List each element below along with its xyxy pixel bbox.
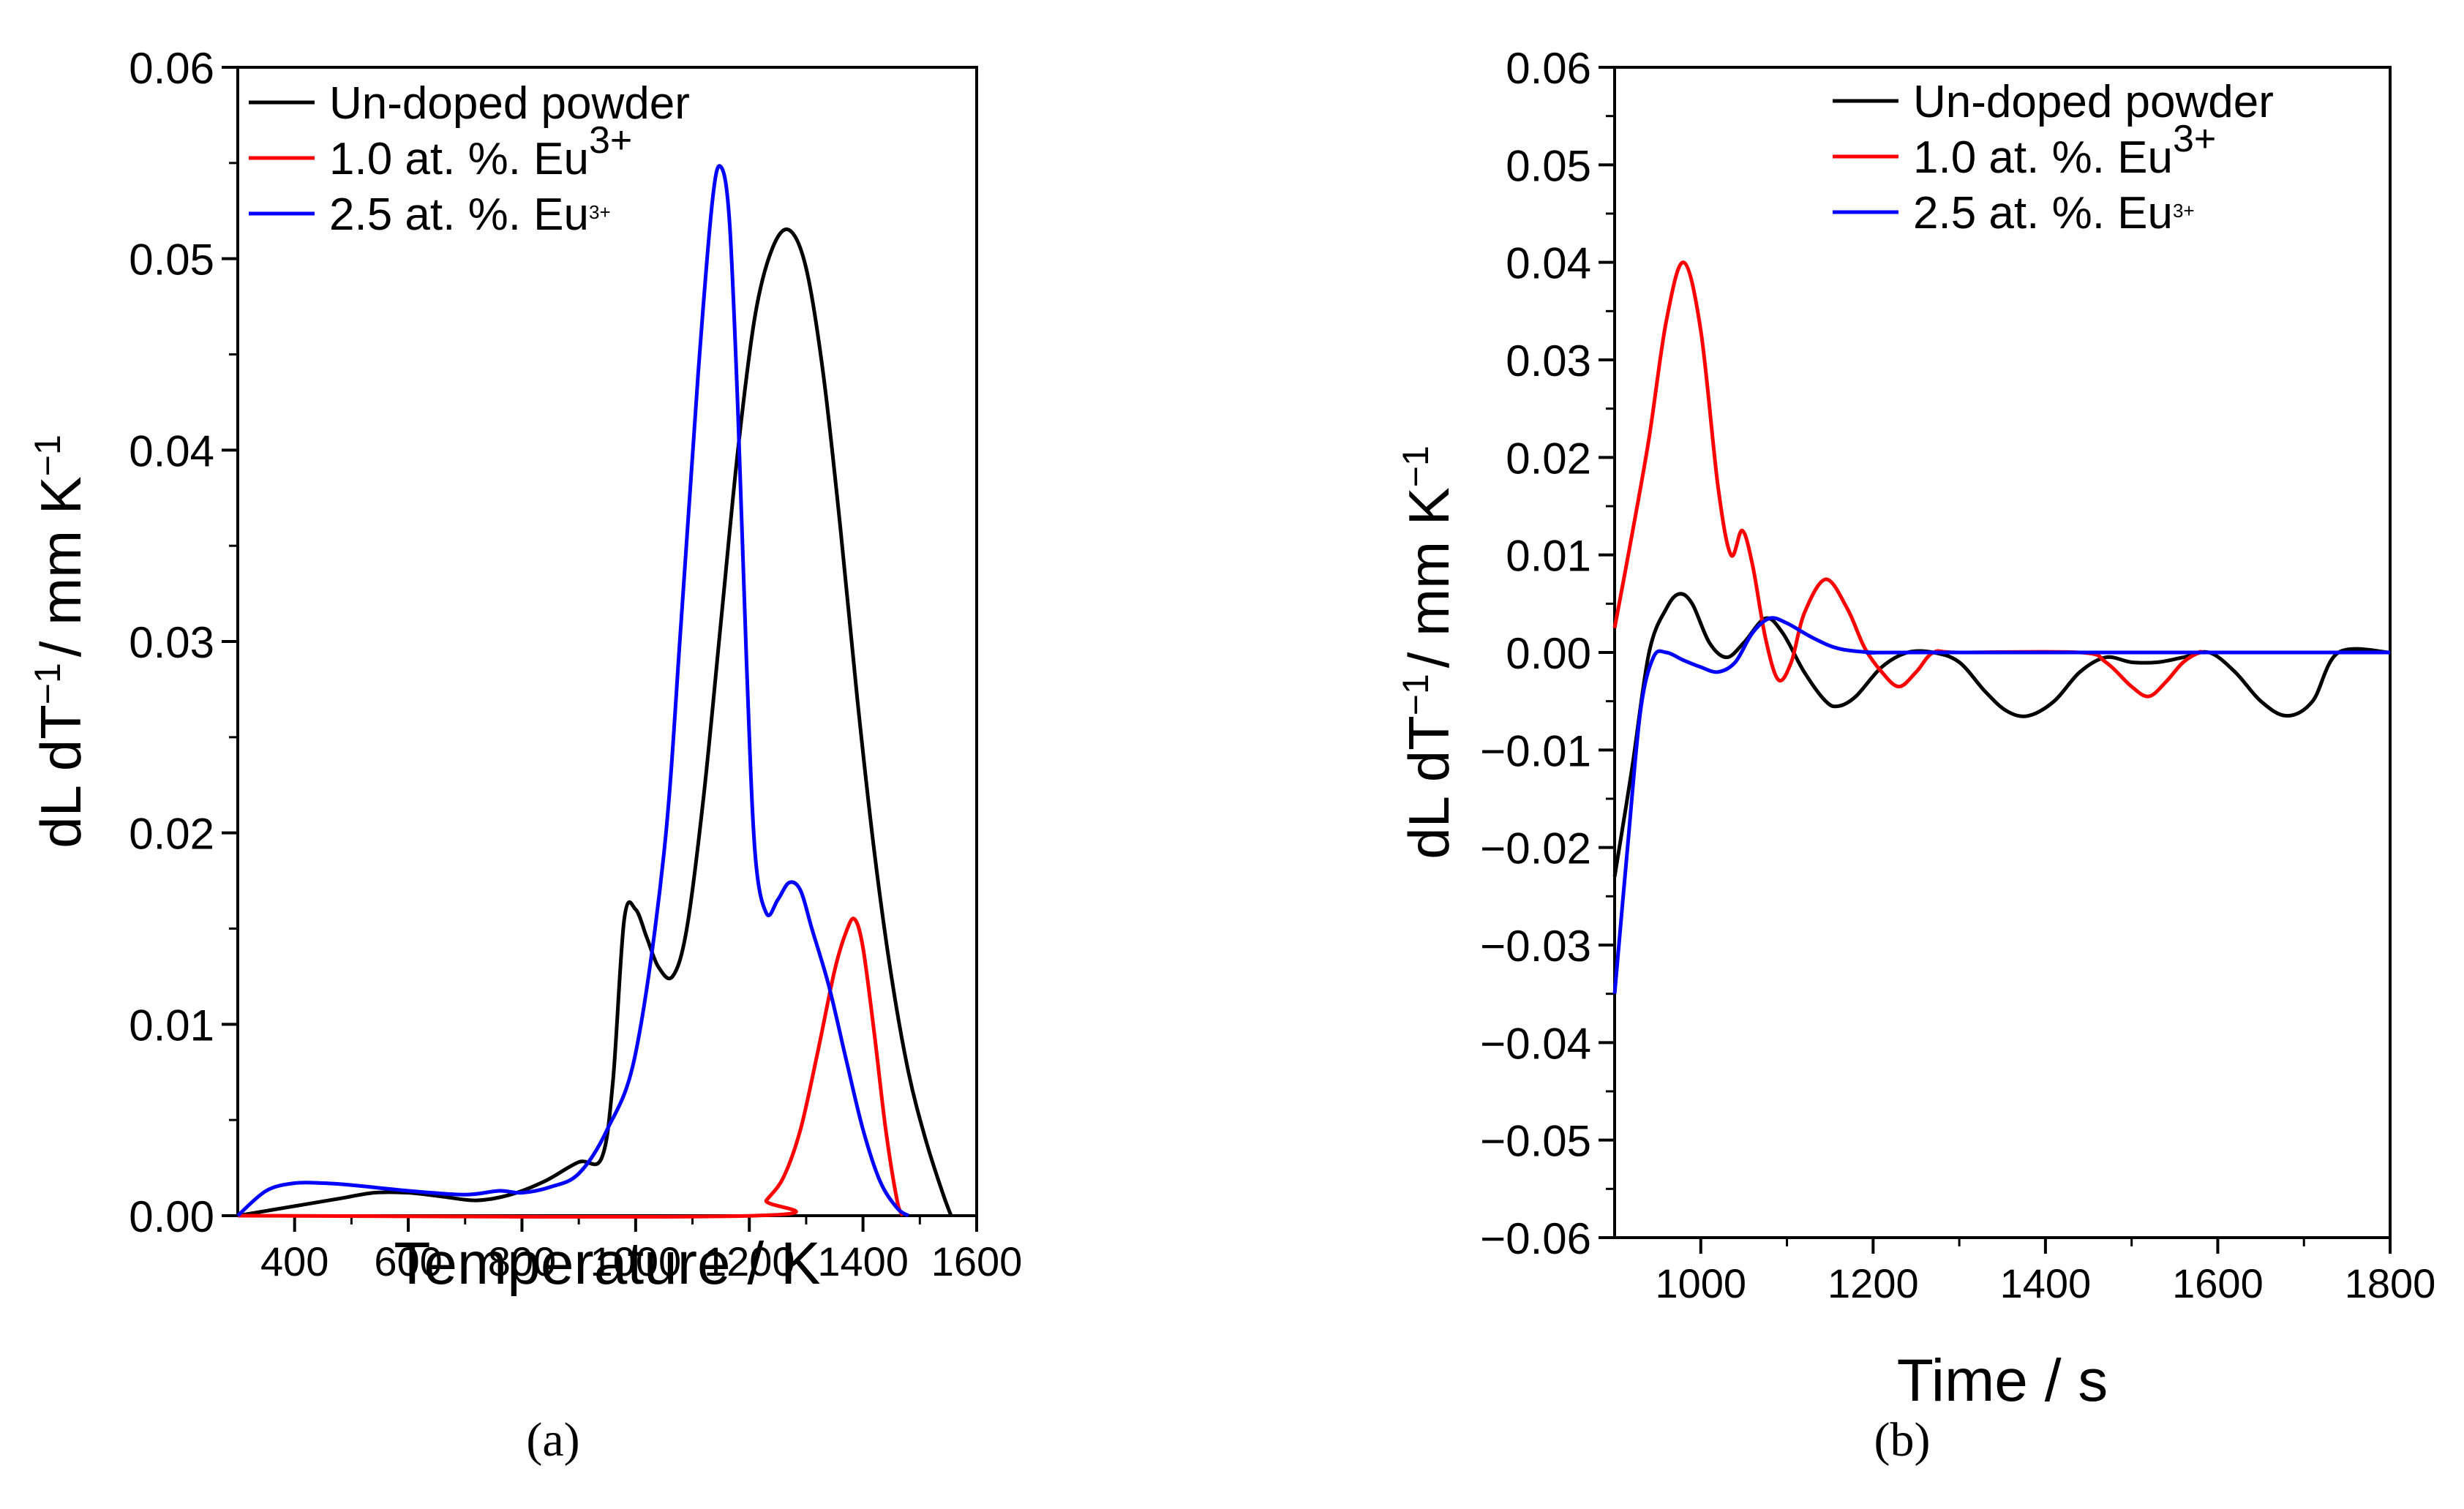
panel-label: (b) [1874,1413,1931,1467]
x-tick-label: 1600 [2172,1260,2264,1306]
x-tick-label: 1000 [1655,1260,1746,1306]
y-tick-label: 0.03 [129,618,214,667]
legend-label: 1.0 at. %. Eu [1913,132,2173,183]
y-tick-label: 0.01 [129,1001,214,1050]
panel-a: 0.00 0.01 0.02 0.03 0.04 0.05 0.06 400 600 800 100… [27,44,1022,1467]
y-axis-label-sup: −1 [27,434,68,476]
series-line-2 [1612,260,2390,699]
y-tick-label: −0.01 [1480,726,1591,775]
series-line-1 [237,227,953,1218]
y-axis-label-part: / mm K [1397,487,1461,668]
y-tick-label: −0.05 [1480,1117,1591,1166]
y-tick-label: 0.01 [1506,532,1591,581]
panel-b: −0.06 −0.05 −0.04 −0.03 −0.02 −0.01 0.00 0.01 0.… [1395,44,2435,1467]
y-tick-label: 0.02 [129,810,214,859]
legend-label: Un-doped powder [1913,77,2274,127]
y-tick-label: 0.03 [1506,336,1591,385]
series-line-3 [1612,616,2390,994]
x-tick-label: 400 [260,1238,328,1284]
x-tick-label: 1200 [704,1238,795,1284]
x-tick-label: 1000 [590,1238,682,1284]
y-axis-label-part: / mm K [29,476,93,657]
legend-label-sup: 3+ [2173,118,2216,160]
y-tick-label: −0.06 [1480,1214,1591,1263]
legend-label: 1.0 at. %. Eu [329,134,589,184]
x-axis-label: Temperature / K [394,1230,820,1297]
y-axis-label: dL dT−1/ mm K−1 [1395,445,1461,859]
y-tick-label: 0.05 [1506,141,1591,190]
legend-entry: 2.5 at. %. Eu3+ [1913,188,2195,238]
x-tick-label: 800 [488,1238,556,1284]
legend-label: 2.5 at. %. Eu [329,189,589,240]
y-tick-label: 0.04 [129,426,214,475]
y-axis-label: dL dT−1/ mm K−1 [27,434,93,848]
legend-entry: Un-doped powder [1913,77,2274,127]
panel-label: (a) [526,1413,579,1467]
x-axis-label: Time / s [1897,1347,2108,1414]
y-axis-label-part: dL dT [1397,715,1461,859]
legend-entry: 1.0 at. %. Eu3+ [329,119,632,184]
legend-entry: Un-doped powder [329,78,690,129]
legend-label-sup: 3+ [589,119,632,162]
y-tick-label: 0.02 [1506,434,1591,483]
x-tick-label: 1400 [817,1238,909,1284]
legend-label-sup: 3+ [589,201,611,223]
y-axis-label-sup: −1 [27,663,68,704]
y-tick-label: 0.05 [129,236,214,285]
series-line-3 [236,164,910,1218]
legend-label: Un-doped powder [329,78,690,129]
legend-label-sup: 3+ [2173,200,2195,222]
y-tick-label: 0.04 [1506,239,1591,288]
y-tick-label: −0.03 [1480,922,1591,971]
y-tick-label: −0.02 [1480,824,1591,873]
y-tick-label: −0.04 [1480,1019,1591,1068]
legend-label: 2.5 at. %. Eu [1913,188,2173,238]
legend-entry: 1.0 at. %. Eu3+ [1913,118,2216,183]
y-tick-label: 0.00 [129,1192,214,1241]
series-line-1 [1612,592,2391,878]
series-line-2 [237,917,905,1219]
legend-entry: 2.5 at. %. Eu3+ [329,189,611,240]
y-tick-label: 0.06 [129,44,214,93]
y-axis-label-sup: −1 [1395,674,1436,715]
y-axis-label-part: dL dT [29,704,93,848]
x-tick-label: 1600 [931,1238,1023,1284]
x-tick-label: 1400 [2000,1260,2092,1306]
x-tick-label: 1200 [1828,1260,1919,1306]
x-tick-label: 1800 [2345,1260,2436,1306]
x-tick-label: 600 [374,1238,442,1284]
y-tick-label: 0.00 [1506,629,1591,678]
y-axis-label-sup: −1 [1395,445,1436,487]
y-tick-label: 0.06 [1506,44,1591,93]
